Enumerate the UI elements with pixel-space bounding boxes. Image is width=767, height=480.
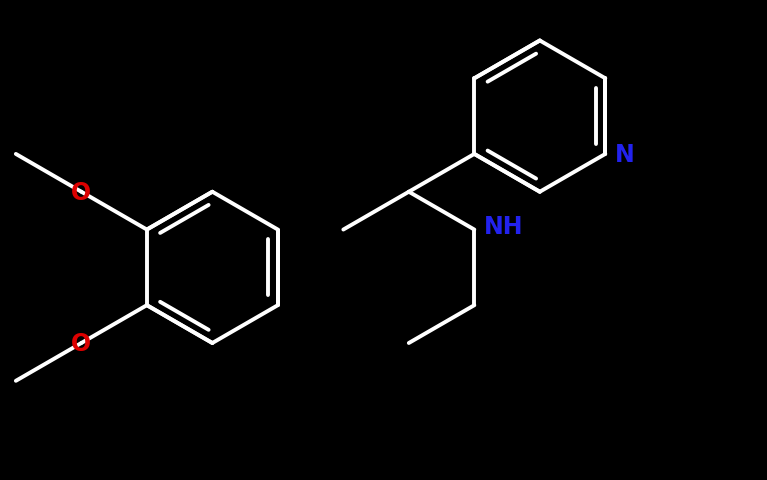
- Text: O: O: [71, 331, 91, 355]
- Text: NH: NH: [484, 214, 523, 238]
- Text: N: N: [615, 143, 634, 167]
- Text: O: O: [71, 180, 91, 204]
